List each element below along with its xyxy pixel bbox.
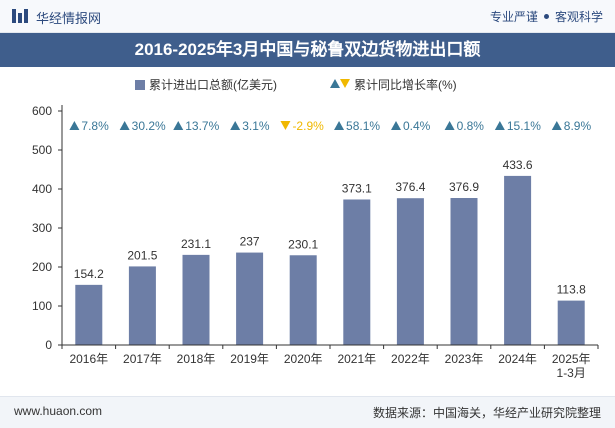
chart-title: 2016-2025年3月中国与秘鲁双边货物进出口额 xyxy=(0,33,615,67)
chart-legend: 累计进出口总额(亿美元) 累计同比增长率(%) xyxy=(0,72,615,94)
growth-up-icon xyxy=(230,121,241,130)
bar xyxy=(557,300,585,345)
growth-up-icon xyxy=(551,121,562,130)
y-tick-label: 0 xyxy=(45,338,52,352)
bar-value-label: 237 xyxy=(240,235,260,249)
growth-up-icon xyxy=(334,121,345,130)
x-tick-label: 2022年 xyxy=(391,352,430,366)
growth-value-label: 8.9% xyxy=(564,119,592,133)
growth-up-icon xyxy=(69,121,80,130)
logo-icon xyxy=(12,9,28,23)
legend-bar-swatch xyxy=(135,80,145,90)
bar xyxy=(396,198,424,345)
bar-value-label: 154.2 xyxy=(74,267,104,281)
bar xyxy=(504,175,532,345)
growth-value-label: -2.9% xyxy=(292,119,324,133)
bar-value-label: 201.5 xyxy=(127,248,157,262)
footer-bar: www.huaon.com 数据来源：中国海关，华经产业研究院整理 xyxy=(0,396,615,428)
growth-markers: 7.8% 30.2% 13.7% 3.1% -2.9% 58.1% 0.4% 0.8% 15.1… xyxy=(69,119,591,133)
growth-up-icon xyxy=(119,121,130,130)
bar xyxy=(182,254,210,345)
bar-value-label: 231.1 xyxy=(181,237,211,251)
tagline-1: 专业严谨 xyxy=(489,10,538,24)
bars-group: 154.2 201.5 231.1 237 230.1 373.1 376.4 376.9 43… xyxy=(74,158,586,345)
tagline: 专业严谨 客观科学 xyxy=(490,8,603,25)
x-tick-label: 2024年 xyxy=(498,352,537,366)
header-bar: 华经情报网 专业严谨 客观科学 xyxy=(0,0,615,33)
growth-value-label: 7.8% xyxy=(81,119,109,133)
legend-item-growth: 累计同比增长率(%) xyxy=(330,76,457,93)
bar-value-label: 373.1 xyxy=(342,181,372,195)
y-tick-label: 400 xyxy=(32,182,52,196)
growth-up-icon xyxy=(391,121,401,130)
y-axis: 0 100 200 300 400 500 600 xyxy=(32,104,63,352)
bar-value-label: 376.4 xyxy=(395,180,425,194)
growth-up-icon xyxy=(444,121,455,130)
growth-value-label: 3.1% xyxy=(242,119,270,133)
tagline-2: 客观科学 xyxy=(554,10,603,24)
x-tick-label: 2025年 1-3月 xyxy=(552,352,591,380)
y-tick-label: 600 xyxy=(32,104,52,118)
y-tick-label: 300 xyxy=(32,221,52,235)
x-tick-label: 2016年 xyxy=(69,352,108,366)
legend-item-total: 累计进出口总额(亿美元) xyxy=(135,76,277,93)
x-tick-label: 2021年 xyxy=(337,352,376,366)
legend-label-total: 累计进出口总额(亿美元) xyxy=(149,78,277,92)
bar-value-label: 230.1 xyxy=(288,237,318,251)
brand-name: 华经情报网 xyxy=(36,11,102,26)
bar xyxy=(236,252,264,345)
growth-value-label: 0.8% xyxy=(457,119,485,133)
x-tick-label: 2018年 xyxy=(177,352,216,366)
x-axis: 2016年 2017年 2018年 2019年 2020年 2021年 2022年 2023年… xyxy=(61,344,599,380)
bar-value-label: 113.8 xyxy=(557,283,586,297)
growth-up-icon xyxy=(494,121,505,130)
y-tick-label: 200 xyxy=(32,260,52,274)
bar-value-label: 433.6 xyxy=(503,158,533,172)
legend-label-growth: 累计同比增长率(%) xyxy=(354,78,457,92)
bar xyxy=(75,284,103,345)
bar xyxy=(450,198,478,345)
growth-value-label: 0.4% xyxy=(403,119,431,133)
growth-down-icon xyxy=(280,121,291,130)
growth-value-label: 58.1% xyxy=(346,119,380,133)
x-tick-label: 2017年 xyxy=(123,352,162,366)
bar-chart: 0 100 200 300 400 500 600 154.2 201.5 231.1 237 23… xyxy=(32,104,599,380)
bar xyxy=(289,255,317,345)
x-tick-label: 2019年 xyxy=(230,352,269,366)
growth-value-label: 13.7% xyxy=(185,119,219,133)
separator-dot-icon xyxy=(543,14,549,20)
bar-value-label: 376.9 xyxy=(449,180,479,194)
y-tick-label: 500 xyxy=(32,143,52,157)
bar xyxy=(343,199,371,345)
growth-value-label: 30.2% xyxy=(132,119,166,133)
x-tick-label: 2023年 xyxy=(445,352,484,366)
growth-up-icon xyxy=(173,121,184,130)
growth-value-label: 15.1% xyxy=(507,119,541,133)
y-tick-label: 100 xyxy=(32,299,52,313)
bar xyxy=(128,266,156,345)
x-tick-label: 2020年 xyxy=(284,352,323,366)
footer-source: 数据来源：中国海关，华经产业研究院整理 xyxy=(372,406,601,420)
triangle-down-icon xyxy=(340,79,350,88)
triangle-up-icon xyxy=(330,79,340,88)
footer-website: www.huaon.com xyxy=(14,404,103,418)
